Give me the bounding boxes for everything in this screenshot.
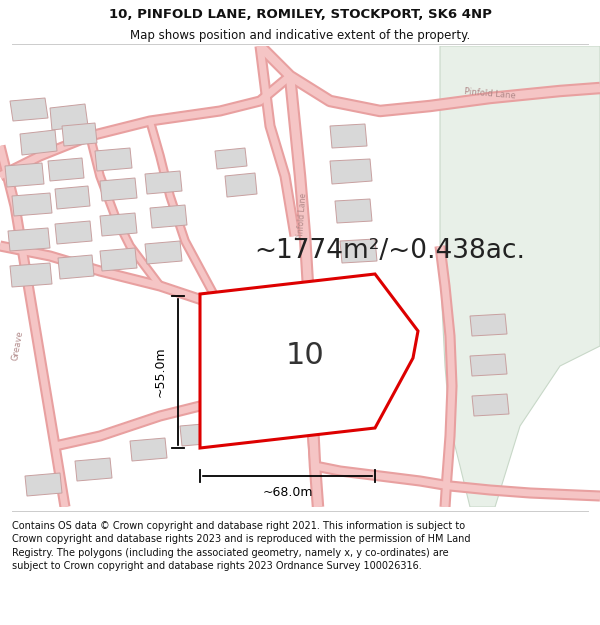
Text: 10, PINFOLD LANE, ROMILEY, STOCKPORT, SK6 4NP: 10, PINFOLD LANE, ROMILEY, STOCKPORT, SK…: [109, 8, 491, 21]
Polygon shape: [215, 148, 247, 169]
Text: Pinfold Lane: Pinfold Lane: [296, 192, 308, 240]
Polygon shape: [335, 199, 372, 223]
Polygon shape: [100, 178, 137, 201]
Text: Pinfold Lane: Pinfold Lane: [464, 88, 516, 101]
Polygon shape: [145, 171, 182, 194]
Text: Greave: Greave: [11, 330, 25, 362]
Polygon shape: [8, 228, 50, 251]
Polygon shape: [440, 46, 600, 507]
Polygon shape: [330, 159, 372, 184]
Polygon shape: [55, 221, 92, 244]
Polygon shape: [150, 205, 187, 228]
Polygon shape: [145, 241, 182, 264]
Polygon shape: [348, 319, 384, 343]
Text: Contains OS data © Crown copyright and database right 2021. This information is : Contains OS data © Crown copyright and d…: [12, 521, 470, 571]
Polygon shape: [200, 274, 418, 448]
Polygon shape: [75, 458, 112, 481]
Text: Map shows position and indicative extent of the property.: Map shows position and indicative extent…: [130, 29, 470, 41]
Polygon shape: [58, 255, 94, 279]
Polygon shape: [10, 263, 52, 287]
Polygon shape: [20, 130, 57, 155]
Polygon shape: [330, 124, 367, 148]
Polygon shape: [472, 394, 509, 416]
Polygon shape: [12, 193, 52, 216]
Polygon shape: [5, 163, 44, 187]
Polygon shape: [10, 98, 48, 121]
Polygon shape: [100, 248, 137, 271]
Polygon shape: [470, 314, 507, 336]
Polygon shape: [340, 239, 377, 263]
Polygon shape: [50, 104, 88, 130]
Polygon shape: [470, 354, 507, 376]
Polygon shape: [180, 423, 217, 446]
Polygon shape: [48, 158, 84, 181]
Polygon shape: [130, 438, 167, 461]
Polygon shape: [95, 148, 132, 171]
Polygon shape: [62, 123, 97, 146]
Polygon shape: [25, 473, 62, 496]
Text: 10: 10: [286, 341, 325, 371]
Polygon shape: [225, 173, 257, 197]
Text: ~1774m²/~0.438ac.: ~1774m²/~0.438ac.: [254, 238, 526, 264]
Polygon shape: [100, 213, 137, 236]
Polygon shape: [345, 279, 380, 303]
Polygon shape: [55, 186, 90, 209]
Text: ~68.0m: ~68.0m: [262, 486, 313, 499]
Text: ~55.0m: ~55.0m: [154, 347, 167, 398]
